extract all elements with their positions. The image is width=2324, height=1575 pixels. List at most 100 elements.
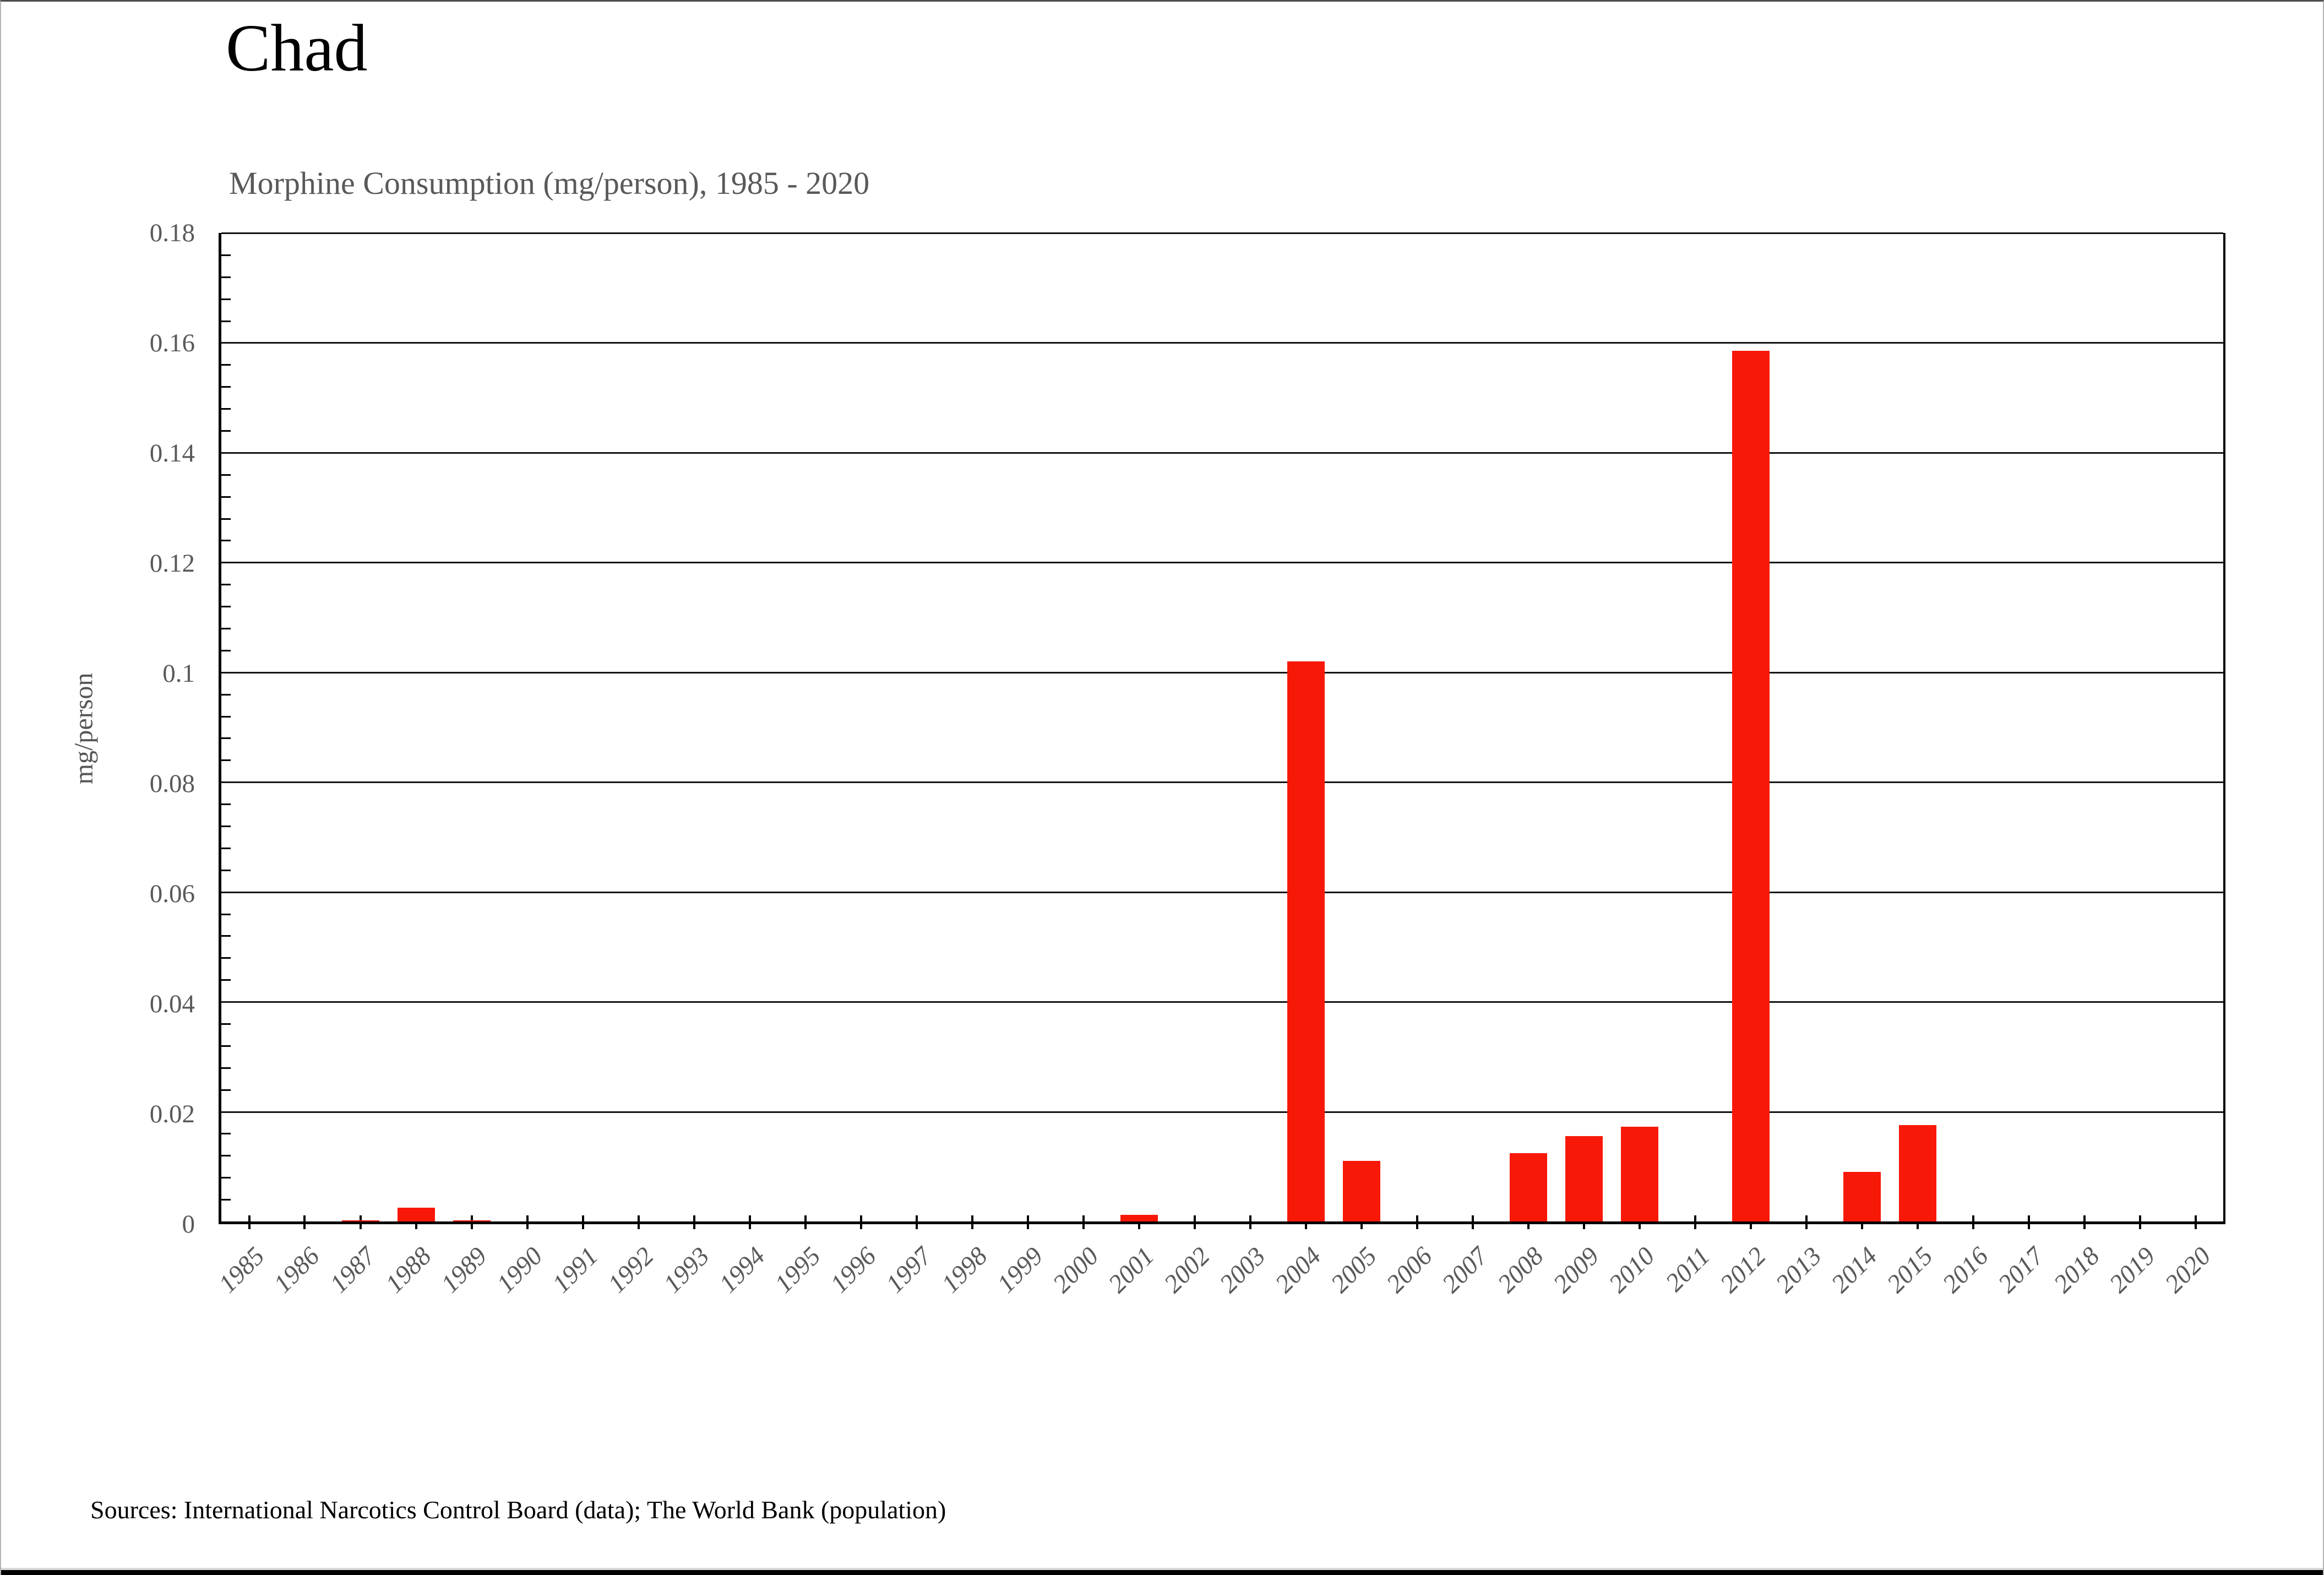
x-tick-label-1988: 1988 [379, 1241, 437, 1299]
x-tick-label-1994: 1994 [713, 1241, 770, 1299]
y-tick-label-0.14: 0.14 [149, 439, 195, 468]
x-tick-label-2007: 2007 [1436, 1241, 1493, 1299]
x-tick-2001 [1137, 1215, 1140, 1229]
y-tick-label-0.04: 0.04 [149, 990, 195, 1018]
x-tick-1997 [915, 1215, 918, 1229]
y-tick-label-0.02: 0.02 [149, 1100, 195, 1128]
y-minor-tick [221, 1023, 231, 1025]
gridline-0.16 [221, 342, 2223, 344]
y-tick-label-0.16: 0.16 [149, 329, 195, 357]
x-tick-label-1985: 1985 [213, 1241, 270, 1299]
footer-sources-line: Sources: International Narcotics Control… [90, 1496, 946, 1524]
x-tick-1987 [359, 1215, 362, 1229]
y-minor-tick [221, 1045, 231, 1047]
y-minor-tick [221, 584, 231, 586]
x-tick-1992 [637, 1215, 640, 1229]
gridline-0.18 [221, 232, 2223, 234]
bar-2001 [1120, 1215, 1158, 1221]
x-tick-2015 [1916, 1215, 1919, 1229]
y-minor-tick [221, 606, 231, 608]
x-tick-label-1989: 1989 [435, 1241, 492, 1299]
y-minor-tick [221, 1067, 231, 1069]
x-tick-2020 [2194, 1215, 2197, 1229]
y-minor-tick [221, 408, 231, 410]
y-minor-tick [221, 540, 231, 542]
y-minor-tick [221, 386, 231, 388]
x-tick-2012 [1749, 1215, 1752, 1229]
y-minor-tick [221, 737, 231, 740]
x-tick-2000 [1082, 1215, 1085, 1229]
x-tick-1989 [470, 1215, 473, 1229]
bar-2009 [1565, 1136, 1603, 1221]
x-tick-label-2014: 2014 [1825, 1241, 1882, 1299]
x-tick-label-1993: 1993 [657, 1241, 715, 1299]
x-tick-label-2010: 2010 [1603, 1241, 1660, 1299]
gridline-0.10 [221, 671, 2223, 674]
x-tick-label-1996: 1996 [824, 1241, 881, 1299]
y-minor-tick [221, 320, 231, 322]
x-tick-1988 [415, 1215, 417, 1229]
y-minor-tick [221, 1155, 231, 1157]
y-minor-tick [221, 847, 231, 849]
x-tick-2004 [1304, 1215, 1307, 1229]
chart-subtitle: Morphine Consumption (mg/person), 1985 -… [229, 165, 870, 201]
x-tick-label-1990: 1990 [491, 1241, 548, 1299]
bar-1989 [453, 1220, 491, 1221]
gridline-0.08 [221, 781, 2223, 784]
x-tick-1986 [303, 1215, 306, 1229]
x-tick-label-1991: 1991 [546, 1241, 603, 1299]
y-minor-tick [221, 518, 231, 520]
x-tick-label-2019: 2019 [2103, 1241, 2160, 1299]
x-tick-1995 [804, 1215, 807, 1229]
y-minor-tick [221, 1177, 231, 1179]
x-tick-label-2013: 2013 [1770, 1241, 1827, 1299]
y-minor-tick [221, 254, 231, 256]
x-tick-2010 [1638, 1215, 1641, 1229]
y-minor-tick [221, 913, 231, 915]
x-tick-2016 [1972, 1215, 1974, 1229]
x-tick-label-1997: 1997 [880, 1241, 937, 1299]
x-tick-1999 [1026, 1215, 1029, 1229]
x-tick-label-2005: 2005 [1325, 1241, 1382, 1299]
y-tick-label-0.06: 0.06 [149, 879, 195, 908]
y-minor-tick [221, 869, 231, 871]
gridline-0.02 [221, 1111, 2223, 1113]
x-tick-2018 [2083, 1215, 2086, 1229]
x-tick-label-1995: 1995 [769, 1241, 826, 1299]
bar-2014 [1843, 1172, 1881, 1221]
bar-2008 [1509, 1153, 1547, 1221]
gridline-0.14 [221, 452, 2223, 454]
bar-2004 [1287, 661, 1325, 1221]
y-minor-tick [221, 1133, 231, 1135]
bar-2012 [1732, 351, 1770, 1221]
bottom-gray-line [1, 1568, 2323, 1570]
x-tick-1994 [748, 1215, 751, 1229]
x-tick-label-2011: 2011 [1660, 1241, 1716, 1297]
y-minor-tick [221, 298, 231, 300]
plot-area: 1985 1986 1987 1988 1989 1990 1991 1992 1993 1994… [213, 232, 2225, 1299]
x-tick-label-2017: 2017 [1992, 1241, 2049, 1299]
y-minor-tick [221, 693, 231, 696]
y-minor-tick [221, 276, 231, 278]
y-minor-tick [221, 1089, 231, 1091]
y-minor-tick [221, 628, 231, 629]
bar-1988 [397, 1208, 435, 1221]
y-minor-tick [221, 1199, 231, 1201]
x-tick-label-2001: 2001 [1102, 1241, 1160, 1299]
x-tick-2019 [2138, 1215, 2141, 1229]
y-minor-tick [221, 715, 231, 718]
x-tick-2002 [1193, 1215, 1196, 1229]
bar-2015 [1898, 1125, 1936, 1221]
y-tick-label-0.08: 0.08 [149, 769, 195, 798]
y-axis-title: mg/person [69, 672, 99, 785]
x-tick-label-2006: 2006 [1380, 1241, 1438, 1299]
x-tick-2005 [1360, 1215, 1363, 1229]
bar-2010 [1620, 1127, 1658, 1221]
y-minor-tick [221, 979, 231, 981]
y-minor-tick [221, 759, 231, 762]
x-tick-2011 [1694, 1215, 1696, 1229]
gridline-0.06 [221, 891, 2223, 893]
x-tick-1985 [248, 1215, 251, 1229]
page-title: Chad [226, 11, 368, 85]
